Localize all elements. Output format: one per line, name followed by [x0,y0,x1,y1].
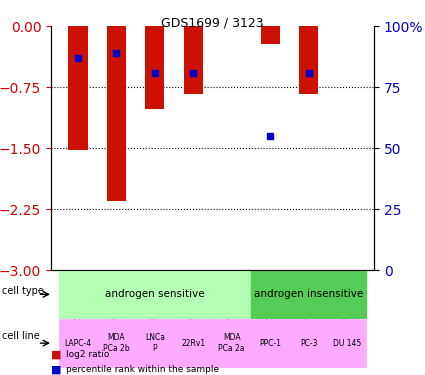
Bar [59,319,97,368]
Text: MDA
PCa 2b: MDA PCa 2b [103,333,130,353]
Bar [97,319,136,368]
Bar [107,26,126,201]
Bar [251,319,289,368]
Bar [68,26,88,150]
Text: DU 145: DU 145 [333,339,361,348]
Bar [289,319,328,368]
Text: cell type: cell type [2,286,44,296]
Bar [59,270,251,319]
Text: 22Rv1: 22Rv1 [181,339,205,348]
Bar [174,319,212,368]
Text: LAPC-4: LAPC-4 [64,339,91,348]
Text: ■: ■ [51,350,62,359]
Text: LNCa
P: LNCa P [145,333,165,353]
Text: ■: ■ [51,364,62,374]
Text: percentile rank within the sample: percentile rank within the sample [66,365,219,374]
Text: PC-3: PC-3 [300,339,317,348]
Text: MDA
PCa 2a: MDA PCa 2a [218,333,245,353]
Text: PPC-1: PPC-1 [259,339,281,348]
Bar [328,319,366,368]
Text: log2 ratio: log2 ratio [66,350,109,359]
Bar [299,26,318,94]
Text: androgen insensitive: androgen insensitive [254,290,363,299]
Bar [212,319,251,368]
Text: cell line: cell line [2,331,40,340]
Bar [251,270,366,319]
Bar [145,26,164,109]
Bar [184,26,203,94]
Bar [261,26,280,44]
Text: GDS1699 / 3123: GDS1699 / 3123 [161,17,264,30]
Text: androgen sensitive: androgen sensitive [105,290,204,299]
Bar [136,319,174,368]
